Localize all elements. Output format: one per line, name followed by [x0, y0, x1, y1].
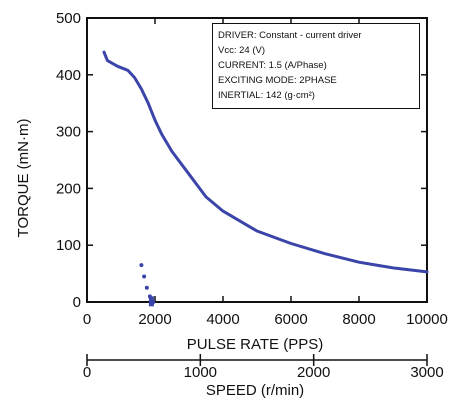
x-tick-label: 4000	[206, 311, 239, 328]
y-tick-label: 200	[56, 180, 81, 197]
legend-current: CURRENT: 1.5 (A/Phase)	[218, 60, 327, 71]
legend-voltage: Vcc: 24 (V)	[218, 45, 265, 56]
y-tick-label: 300	[56, 124, 81, 141]
speed-tick-label: 3000	[410, 364, 443, 381]
legend-inertial: INERTIAL: 142 (g·cm²)	[218, 90, 315, 101]
x-axis-label: PULSE RATE (PPS)	[187, 336, 323, 353]
x-tick-label: 2000	[138, 311, 171, 328]
speed-axis: 0 1000 2000 3000	[83, 354, 444, 381]
legend-driver: DRIVER: Constant - current driver	[218, 30, 362, 41]
x-tick-label: 8000	[342, 311, 375, 328]
series-group	[102, 50, 429, 307]
y-tick-label: 500	[56, 10, 81, 27]
y-tick-label: 400	[56, 67, 81, 84]
speed-tick-label: 1000	[184, 364, 217, 381]
conditions-legend: DRIVER: Constant - current driver Vcc: 2…	[212, 23, 420, 109]
y-tick-label: 0	[73, 294, 81, 311]
y-axis-label: TORQUE (mN·m)	[15, 119, 32, 238]
y-axis-ticks: 0 100 200 300 400 500	[56, 10, 427, 311]
speed-axis-label: SPEED (r/min)	[206, 382, 304, 399]
dotted-point	[144, 285, 149, 290]
plot-frame	[86, 17, 428, 303]
dotted-point	[142, 274, 147, 279]
speed-tick-label: 0	[83, 364, 91, 381]
x-tick-label: 10000	[406, 311, 448, 328]
x-tick-label: 0	[83, 311, 91, 328]
pull-in-marker	[148, 296, 154, 307]
y-tick-label: 100	[56, 237, 81, 254]
torque-curve	[102, 50, 429, 274]
legend-exciting-mode: EXCITING MODE: 2PHASE	[218, 75, 337, 86]
plot-border	[86, 17, 428, 303]
dotted-point	[139, 263, 144, 268]
x-tick-label: 6000	[274, 311, 307, 328]
x-axis-ticks: 0 2000 4000 6000 8000 10000	[83, 18, 448, 328]
speed-tick-label: 2000	[297, 364, 330, 381]
